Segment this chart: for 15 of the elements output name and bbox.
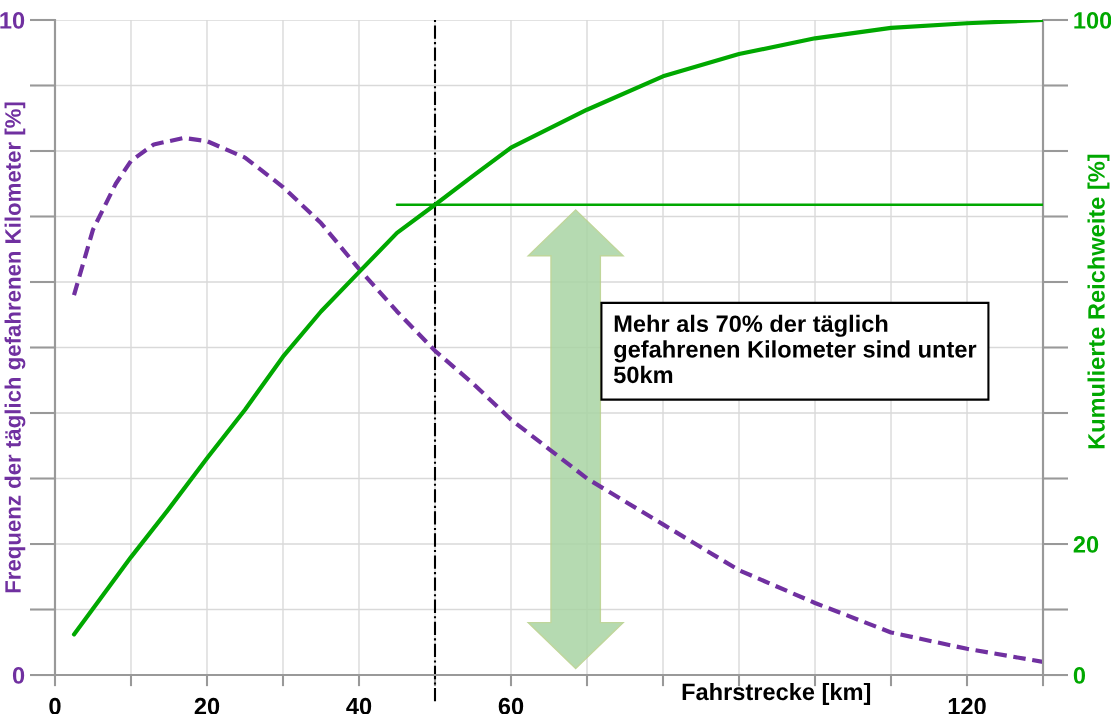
x-tick-label: 60 [498, 697, 524, 714]
y2-axis-title: Kumulierte Reichweite [%] [1087, 154, 1110, 449]
x-tick-label: 0 [49, 697, 61, 714]
x-tick-label: 40 [346, 697, 372, 714]
y2-tick-label: 0 [1073, 667, 1086, 684]
x-tick-label: 120 [948, 697, 986, 714]
y-axis-title: Frequenz der täglich gefahrenen Kilometer [%] [4, 102, 26, 593]
annotation: Mehr als 70% der täglich gefahrenen Kilometer sind unter 50km [613, 314, 977, 384]
y2-tick-label: 20 [1073, 536, 1099, 553]
line-series [71, 135, 1044, 665]
x-tick-label: 20 [194, 697, 220, 714]
x-axis-title: Fahrstrecke [km] [682, 682, 871, 705]
y2-tick-label: 100 [1074, 12, 1111, 29]
y-tick-label: 10 [0, 12, 25, 29]
line-series [71, 19, 1044, 637]
